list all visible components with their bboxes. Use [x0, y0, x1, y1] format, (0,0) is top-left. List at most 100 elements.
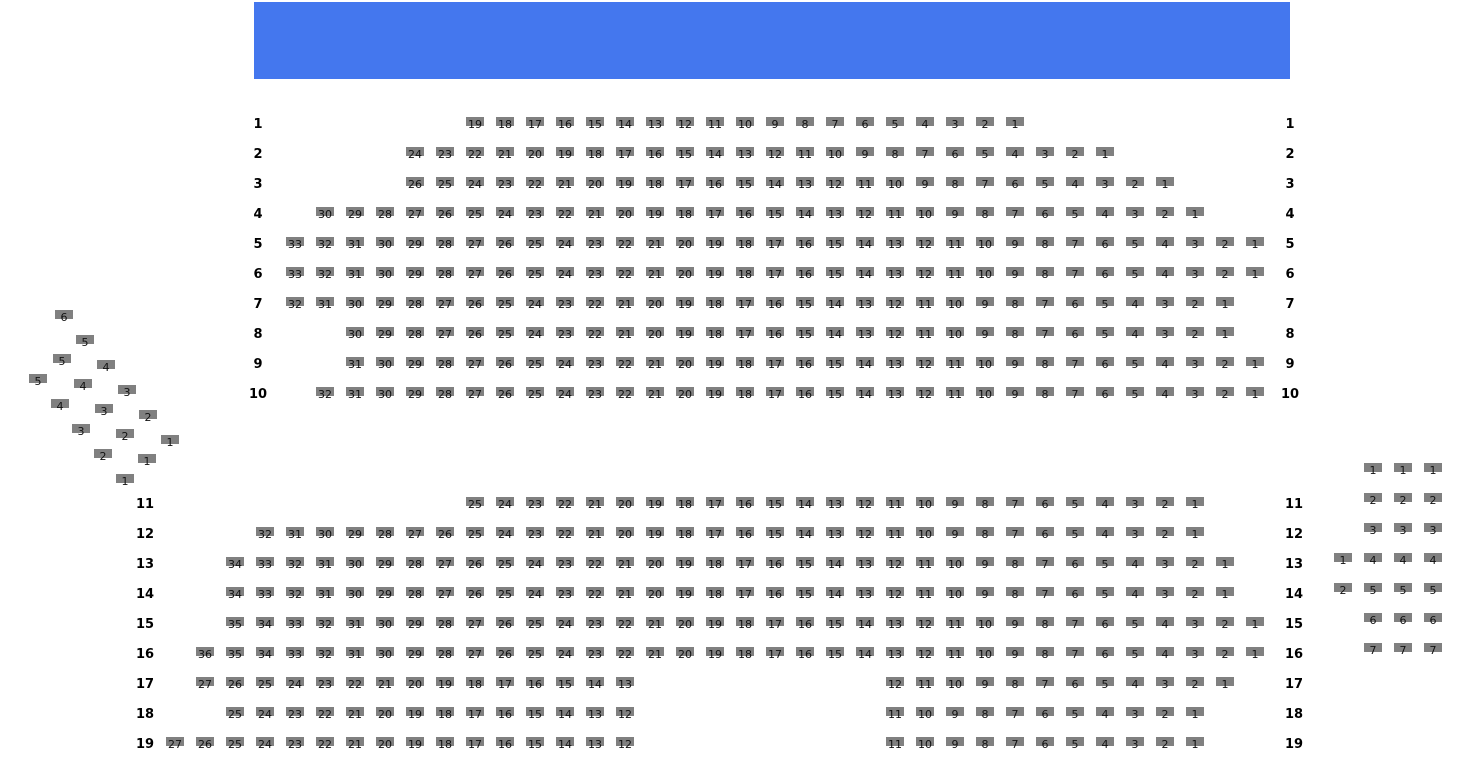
side-seat-right-6[interactable]: 6: [1424, 613, 1442, 626]
seat-row-4-22[interactable]: 22: [556, 207, 574, 220]
seat-row-15-13[interactable]: 13: [886, 617, 904, 630]
seat-row-17-14[interactable]: 14: [586, 677, 604, 690]
seat-row-5-20[interactable]: 20: [676, 237, 694, 250]
seat-row-14-25[interactable]: 25: [496, 587, 514, 600]
seat-row-11-21[interactable]: 21: [586, 497, 604, 510]
seat-row-17-11[interactable]: 11: [916, 677, 934, 690]
seat-row-13-22[interactable]: 22: [586, 557, 604, 570]
seat-row-19-15[interactable]: 15: [526, 737, 544, 750]
seat-row-16-13[interactable]: 13: [886, 647, 904, 660]
seat-row-11-20[interactable]: 20: [616, 497, 634, 510]
seat-row-19-7[interactable]: 7: [1006, 737, 1024, 750]
seat-row-5-25[interactable]: 25: [526, 237, 544, 250]
seat-row-16-31[interactable]: 31: [346, 647, 364, 660]
seat-row-3-21[interactable]: 21: [556, 177, 574, 190]
seat-row-9-8[interactable]: 8: [1036, 357, 1054, 370]
seat-row-14-20[interactable]: 20: [646, 587, 664, 600]
seat-row-17-10[interactable]: 10: [946, 677, 964, 690]
seat-row-11-4[interactable]: 4: [1096, 497, 1114, 510]
seat-row-19-16[interactable]: 16: [496, 737, 514, 750]
seat-row-4-8[interactable]: 8: [976, 207, 994, 220]
seat-row-16-15[interactable]: 15: [826, 647, 844, 660]
seat-row-6-15[interactable]: 15: [826, 267, 844, 280]
seat-row-12-28[interactable]: 28: [376, 527, 394, 540]
seat-row-5-23[interactable]: 23: [586, 237, 604, 250]
seat-row-11-8[interactable]: 8: [976, 497, 994, 510]
seat-row-10-21[interactable]: 21: [646, 387, 664, 400]
seat-row-15-26[interactable]: 26: [496, 617, 514, 630]
seat-row-10-6[interactable]: 6: [1096, 387, 1114, 400]
seat-row-1-4[interactable]: 4: [916, 117, 934, 130]
seat-row-7-24[interactable]: 24: [526, 297, 544, 310]
seat-row-10-28[interactable]: 28: [436, 387, 454, 400]
seat-row-7-25[interactable]: 25: [496, 297, 514, 310]
seat-row-14-34[interactable]: 34: [226, 587, 244, 600]
seat-row-12-32[interactable]: 32: [256, 527, 274, 540]
seat-row-15-5[interactable]: 5: [1126, 617, 1144, 630]
seat-row-3-20[interactable]: 20: [586, 177, 604, 190]
seat-row-13-21[interactable]: 21: [616, 557, 634, 570]
seat-row-13-33[interactable]: 33: [256, 557, 274, 570]
seat-row-15-29[interactable]: 29: [406, 617, 424, 630]
seat-row-11-19[interactable]: 19: [646, 497, 664, 510]
seat-row-10-14[interactable]: 14: [856, 387, 874, 400]
seat-row-16-10[interactable]: 10: [976, 647, 994, 660]
side-seat-left-1[interactable]: 1: [138, 454, 156, 467]
seat-row-10-15[interactable]: 15: [826, 387, 844, 400]
side-seat-right-1[interactable]: 1: [1394, 463, 1412, 476]
seat-row-1-8[interactable]: 8: [796, 117, 814, 130]
seat-row-2-7[interactable]: 7: [916, 147, 934, 160]
seat-row-12-29[interactable]: 29: [346, 527, 364, 540]
seat-row-18-18[interactable]: 18: [436, 707, 454, 720]
seat-row-10-7[interactable]: 7: [1066, 387, 1084, 400]
seat-row-15-33[interactable]: 33: [286, 617, 304, 630]
seat-row-10-17[interactable]: 17: [766, 387, 784, 400]
seat-row-8-11[interactable]: 11: [916, 327, 934, 340]
seat-row-18-17[interactable]: 17: [466, 707, 484, 720]
seat-row-11-1[interactable]: 1: [1186, 497, 1204, 510]
seat-row-6-22[interactable]: 22: [616, 267, 634, 280]
seat-row-15-4[interactable]: 4: [1156, 617, 1174, 630]
seat-row-19-9[interactable]: 9: [946, 737, 964, 750]
seat-row-9-9[interactable]: 9: [1006, 357, 1024, 370]
seat-row-12-20[interactable]: 20: [616, 527, 634, 540]
seat-row-9-24[interactable]: 24: [556, 357, 574, 370]
seat-row-8-16[interactable]: 16: [766, 327, 784, 340]
seat-row-7-8[interactable]: 8: [1006, 297, 1024, 310]
seat-row-7-17[interactable]: 17: [736, 297, 754, 310]
seat-row-16-27[interactable]: 27: [466, 647, 484, 660]
seat-row-10-9[interactable]: 9: [1006, 387, 1024, 400]
seat-row-4-11[interactable]: 11: [886, 207, 904, 220]
seat-row-2-5[interactable]: 5: [976, 147, 994, 160]
seat-row-9-2[interactable]: 2: [1216, 357, 1234, 370]
seat-row-6-23[interactable]: 23: [586, 267, 604, 280]
seat-row-17-2[interactable]: 2: [1186, 677, 1204, 690]
seat-row-10-32[interactable]: 32: [316, 387, 334, 400]
seat-row-3-5[interactable]: 5: [1036, 177, 1054, 190]
seat-row-13-34[interactable]: 34: [226, 557, 244, 570]
seat-row-14-11[interactable]: 11: [916, 587, 934, 600]
seat-row-18-1[interactable]: 1: [1186, 707, 1204, 720]
seat-row-16-35[interactable]: 35: [226, 647, 244, 660]
seat-row-6-18[interactable]: 18: [736, 267, 754, 280]
seat-row-13-29[interactable]: 29: [376, 557, 394, 570]
seat-row-18-5[interactable]: 5: [1066, 707, 1084, 720]
seat-row-18-6[interactable]: 6: [1036, 707, 1054, 720]
seat-row-16-30[interactable]: 30: [376, 647, 394, 660]
seat-row-4-29[interactable]: 29: [346, 207, 364, 220]
side-seat-left-5[interactable]: 5: [29, 374, 47, 387]
seat-row-1-2[interactable]: 2: [976, 117, 994, 130]
seat-row-17-24[interactable]: 24: [286, 677, 304, 690]
seat-row-17-20[interactable]: 20: [406, 677, 424, 690]
seat-row-13-4[interactable]: 4: [1126, 557, 1144, 570]
seat-row-16-23[interactable]: 23: [586, 647, 604, 660]
seat-row-12-22[interactable]: 22: [556, 527, 574, 540]
seat-row-4-2[interactable]: 2: [1156, 207, 1174, 220]
seat-row-7-10[interactable]: 10: [946, 297, 964, 310]
seat-row-12-9[interactable]: 9: [946, 527, 964, 540]
seat-row-14-27[interactable]: 27: [436, 587, 454, 600]
seat-row-8-7[interactable]: 7: [1036, 327, 1054, 340]
seat-row-9-4[interactable]: 4: [1156, 357, 1174, 370]
seat-row-7-22[interactable]: 22: [586, 297, 604, 310]
seat-row-14-31[interactable]: 31: [316, 587, 334, 600]
